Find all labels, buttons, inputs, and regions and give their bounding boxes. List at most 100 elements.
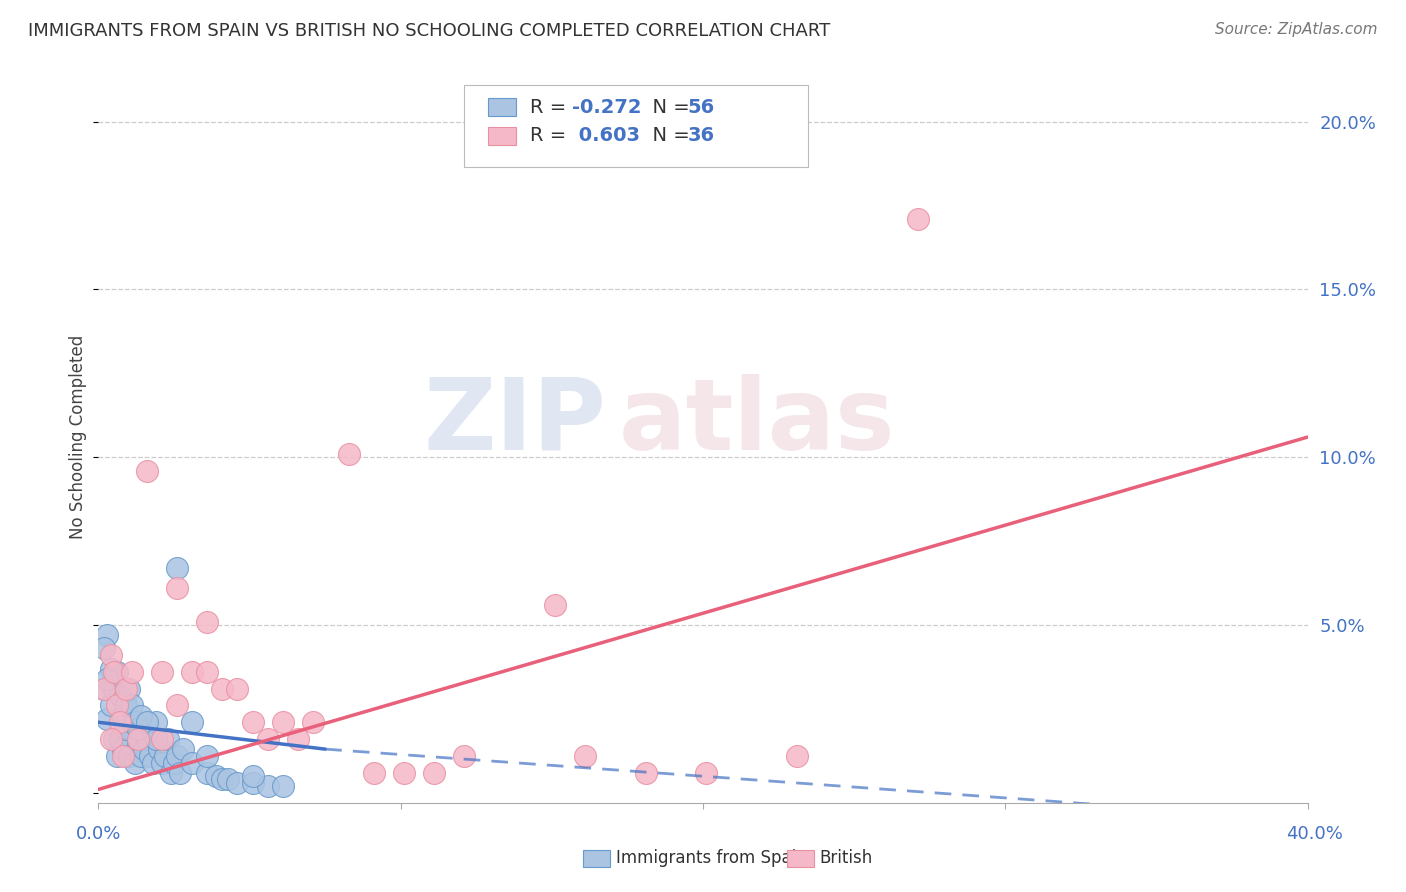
Text: 36: 36: [688, 126, 714, 145]
Point: [121, 665, 143, 679]
Point: [163, 756, 186, 770]
Point: [105, 665, 128, 679]
Point: [153, 748, 176, 763]
Point: [150, 756, 173, 770]
Point: [256, 779, 278, 793]
Point: [195, 748, 218, 763]
Point: [786, 748, 808, 763]
Point: [205, 769, 228, 783]
Point: [114, 681, 136, 696]
Text: 56: 56: [688, 97, 714, 117]
Point: [166, 698, 188, 713]
Text: 0.603: 0.603: [572, 126, 640, 145]
Point: [287, 732, 309, 747]
Point: [195, 665, 218, 679]
Point: [181, 756, 204, 770]
Point: [127, 722, 149, 736]
Text: IMMIGRANTS FROM SPAIN VS BRITISH NO SCHOOLING COMPLETED CORRELATION CHART: IMMIGRANTS FROM SPAIN VS BRITISH NO SCHO…: [28, 22, 831, 40]
Point: [108, 715, 131, 730]
Point: [302, 715, 325, 730]
Point: [169, 765, 191, 780]
Point: [127, 732, 149, 747]
Point: [181, 715, 204, 730]
Point: [160, 765, 183, 780]
Text: N =: N =: [640, 126, 696, 145]
Text: R =: R =: [530, 97, 572, 117]
Point: [124, 715, 146, 730]
Point: [135, 732, 157, 747]
Point: [93, 681, 115, 696]
Point: [256, 732, 278, 747]
Point: [100, 732, 122, 747]
Point: [271, 715, 294, 730]
Point: [96, 672, 118, 686]
Point: [242, 775, 264, 789]
Point: [574, 748, 596, 763]
Text: 40.0%: 40.0%: [1286, 825, 1343, 843]
Point: [103, 732, 125, 747]
Point: [166, 748, 188, 763]
Point: [242, 715, 264, 730]
Point: [453, 748, 475, 763]
Point: [181, 665, 204, 679]
Point: [145, 715, 167, 730]
Text: atlas: atlas: [619, 374, 896, 471]
Point: [211, 681, 233, 696]
Point: [172, 742, 194, 756]
Point: [195, 765, 218, 780]
Point: [121, 698, 143, 713]
Point: [114, 722, 136, 736]
Point: [226, 681, 249, 696]
Point: [114, 698, 136, 713]
Point: [166, 561, 188, 575]
Text: Source: ZipAtlas.com: Source: ZipAtlas.com: [1215, 22, 1378, 37]
Point: [392, 765, 415, 780]
Point: [118, 748, 141, 763]
Point: [100, 648, 122, 662]
Point: [150, 665, 173, 679]
Point: [111, 708, 134, 723]
Point: [695, 765, 717, 780]
Point: [108, 732, 131, 747]
Point: [93, 681, 115, 696]
Point: [142, 756, 165, 770]
Point: [135, 715, 157, 730]
Point: [132, 742, 155, 756]
Y-axis label: No Schooling Completed: No Schooling Completed: [69, 335, 87, 539]
Point: [127, 735, 149, 749]
Text: ZIP: ZIP: [423, 374, 606, 471]
Point: [105, 748, 128, 763]
Text: Immigrants from Spain: Immigrants from Spain: [616, 849, 807, 867]
Point: [217, 772, 239, 787]
Point: [121, 715, 143, 730]
Point: [103, 681, 125, 696]
Text: R =: R =: [530, 126, 572, 145]
Point: [100, 662, 122, 676]
Point: [226, 775, 249, 789]
Point: [634, 765, 657, 780]
Point: [211, 772, 233, 787]
Point: [129, 708, 152, 723]
Point: [271, 779, 294, 793]
Point: [100, 698, 122, 713]
Point: [148, 742, 170, 756]
Point: [96, 712, 118, 726]
Point: [156, 732, 179, 747]
Point: [135, 464, 157, 478]
Point: [145, 732, 167, 747]
Point: [166, 581, 188, 595]
Point: [111, 742, 134, 756]
Text: British: British: [820, 849, 873, 867]
Text: N =: N =: [640, 97, 696, 117]
Point: [105, 698, 128, 713]
Point: [108, 689, 131, 703]
Point: [363, 765, 385, 780]
Point: [118, 681, 141, 696]
Point: [242, 769, 264, 783]
Point: [129, 748, 152, 763]
Text: 0.0%: 0.0%: [76, 825, 121, 843]
Point: [103, 665, 125, 679]
Point: [337, 447, 360, 461]
Point: [96, 628, 118, 642]
Point: [124, 756, 146, 770]
